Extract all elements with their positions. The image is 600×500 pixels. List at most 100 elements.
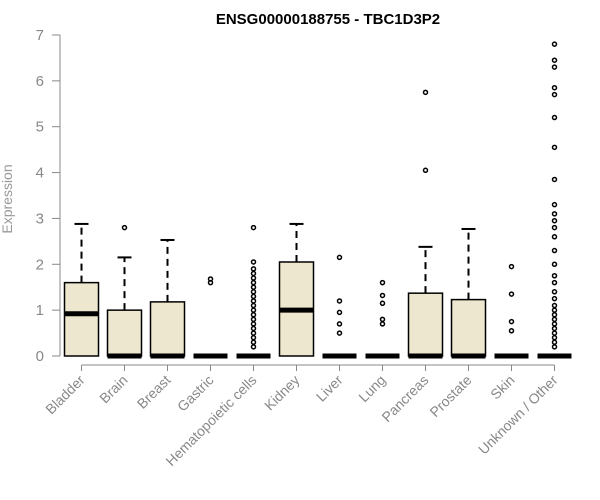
outlier-point [121,224,128,231]
outlier-point [551,307,558,313]
outlier-point [250,298,257,304]
outlier-point [551,41,558,47]
x-tick-label: Prostate [426,372,474,420]
outlier-point [336,309,343,316]
outlier-point [379,300,386,307]
x-tick-label: Pancreas [378,372,431,425]
outlier-point [551,339,558,345]
outlier-point [250,270,257,277]
box-liver [322,254,357,359]
outlier-point [250,330,257,336]
outlier-point [336,321,343,327]
outlier-point [551,311,558,318]
outlier-point [250,302,257,309]
y-tick-label: 0 [36,348,44,365]
outlier-point [379,316,386,323]
outlier-point [551,334,558,341]
outlier-point [551,224,558,231]
outlier-point [508,318,515,325]
x-tick-label: Bladder [42,372,88,418]
y-axis: 0 1 2 3 4 5 6 7 [36,27,61,365]
iqr-box [149,301,186,357]
outlier-point [551,261,558,268]
x-tick-label: Unknown / Other [475,372,561,458]
outlier-point [551,217,558,224]
iqr-box [407,292,444,357]
outlier-point [379,321,386,327]
box-prostate [450,227,487,359]
y-tick-label: 7 [36,27,44,44]
y-tick-label: 2 [36,256,44,273]
outlier-point [551,64,558,70]
outlier-point [551,91,558,98]
outlier-point [551,176,558,183]
y-tick-label: 3 [36,210,44,227]
chart-title: ENSG00000188755 - TBC1D3P2 [216,11,440,28]
x-tick-label: Breast [134,372,174,412]
x-tick-label: Kidney [261,372,303,414]
box-pancreas [407,89,444,359]
outlier-point [250,307,257,313]
outlier-point [551,295,558,302]
outlier-point [551,325,558,332]
box-gastric [193,276,228,359]
boxes [63,41,572,359]
outlier-point [551,234,558,240]
outlier-point [250,289,257,295]
iqr-box [106,309,143,357]
iqr-box [63,281,100,357]
box-brain [106,224,143,359]
outlier-point [551,247,558,254]
outlier-point [508,328,515,334]
y-tick-label: 5 [36,119,44,136]
outlier-point [551,321,558,327]
x-tick-label: Liver [313,372,346,405]
box-hematopoietic-cells [236,224,271,359]
iqr-box [450,298,487,357]
outlier-point [250,293,257,300]
outlier-point [551,289,558,295]
y-tick-label: 6 [36,73,44,90]
outlier-point [250,224,257,231]
outlier-point [551,302,558,309]
outlier-point [551,279,558,286]
outlier-point [508,291,515,297]
outlier-point [250,275,257,281]
x-tick-label: Gastric [174,372,217,415]
outlier-point [250,316,257,323]
outlier-point [336,330,343,336]
outlier-point [250,334,257,341]
outlier-point [551,211,558,217]
outlier-point [508,263,515,270]
outlier-point [250,284,257,290]
outlier-point [551,57,558,63]
outlier-point [250,279,257,286]
outlier-point [422,167,429,174]
outlier-point [551,316,558,323]
outlier-point [250,266,257,272]
outlier-point [207,276,214,282]
box-lung [365,279,400,359]
y-tick-label: 4 [36,165,44,182]
outlier-point [551,273,558,279]
outlier-point [551,344,558,350]
box-unknown-other [537,41,572,359]
box-breast [149,238,186,359]
outlier-point [551,84,558,91]
outlier-point [551,144,558,151]
outlier-point [336,298,343,304]
outlier-point [422,89,429,96]
outlier-point [250,321,257,327]
x-tick-label: Skin [487,372,518,403]
outlier-point [250,259,257,265]
y-axis-label: Expression [0,164,15,233]
outlier-point [551,201,558,208]
outlier-point [250,311,257,318]
box-skin [494,263,529,359]
outlier-point [250,344,257,350]
outlier-point [250,325,257,332]
outlier-point [379,292,386,299]
outlier-point [250,339,257,345]
